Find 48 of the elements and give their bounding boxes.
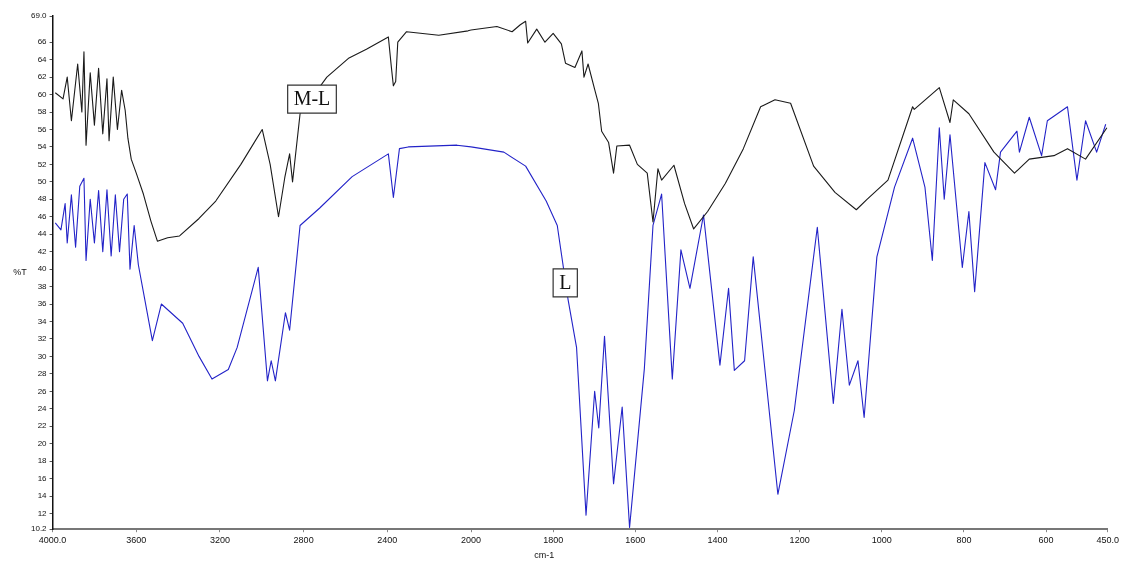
y-tick-label: 24 [37,403,48,413]
y-tick-label: 52 [37,159,48,169]
y-tick-label: 56 [37,124,48,134]
x-tick-label: 3600 [126,535,147,546]
x-tick-label: 800 [956,535,972,546]
y-tick-label: 26 [37,386,48,396]
y-tick-label: 10.2 [30,524,48,534]
x-tick-label: 2800 [293,535,314,546]
y-tick-label: 12 [37,508,48,518]
y-axis-title: %T [13,267,28,278]
y-tick-label: 16 [37,473,48,483]
y-tick-label: 44 [37,229,48,239]
y-tick-label: 48 [37,194,48,204]
x-tick-label: 1600 [625,535,646,546]
x-tick-label: 4000.0 [38,535,67,546]
y-tick-label: 20 [37,438,48,448]
y-tick-label: 40 [37,264,48,274]
x-tick-label: 3200 [209,535,230,546]
y-tick-label: 36 [37,299,48,309]
y-tick-label: 66 [37,37,48,47]
x-tick-label: 1000 [871,535,892,546]
y-tick-label: 60 [37,89,48,99]
y-tick-label: 50 [37,177,48,187]
y-tick-label: 46 [37,211,48,221]
x-axis-title: cm-1 [534,549,555,560]
y-tick-label: 28 [37,369,48,379]
x-tick-label: 1800 [543,535,564,546]
y-tick-label: 38 [37,281,48,291]
series-label: M-L [293,87,331,110]
y-tick-label: 54 [37,142,48,152]
y-tick-label: 34 [37,316,48,326]
x-tick-label: 600 [1038,535,1054,546]
x-tick-label: 450.0 [1096,535,1119,546]
y-tick-label: 30 [37,351,48,361]
y-tick-label: 14 [37,491,48,501]
x-tick-label: 1200 [789,535,810,546]
y-tick-label: 64 [37,54,48,64]
x-tick-label: 2000 [460,535,482,546]
series-label: L [559,271,572,294]
y-tick-label: 69.0 [30,11,48,21]
y-tick-label: 62 [37,72,48,82]
y-tick-label: 22 [37,421,48,431]
x-tick-label: 1400 [707,535,728,546]
y-tick-label: 58 [37,107,48,117]
x-tick-label: 2400 [377,535,398,546]
y-tick-label: 32 [37,334,48,344]
y-tick-label: 42 [37,246,48,256]
y-tick-label: 18 [37,456,48,466]
